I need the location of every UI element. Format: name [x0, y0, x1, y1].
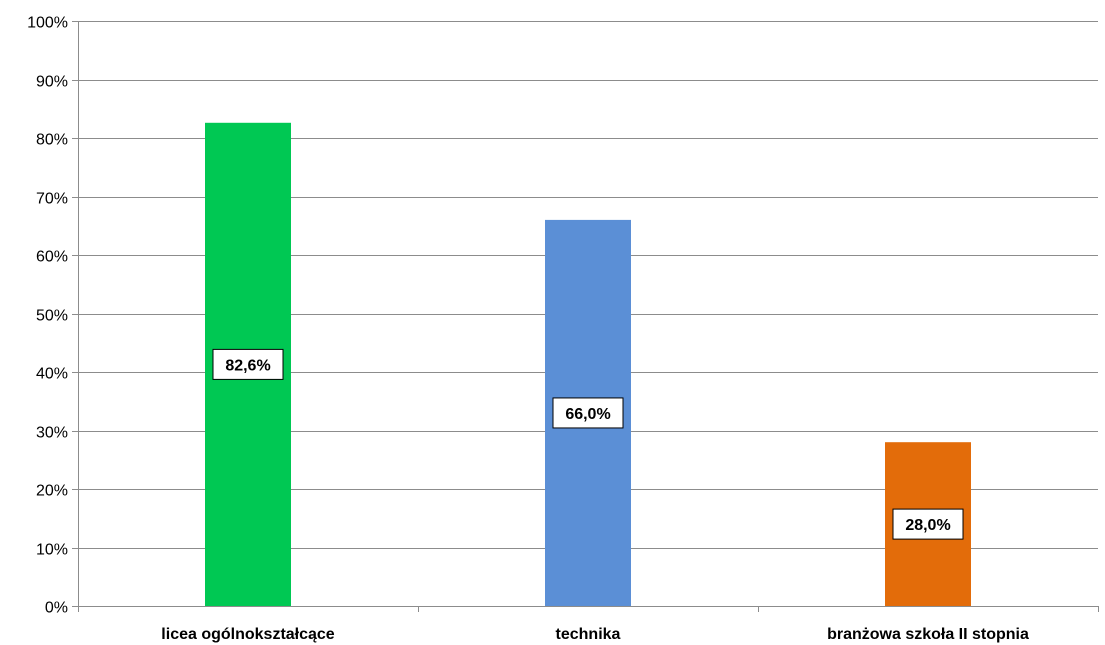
- axes: [72, 21, 1099, 612]
- data-label: 82,6%: [225, 357, 270, 374]
- y-tick-label: 40%: [36, 366, 68, 383]
- data-label: 66,0%: [565, 406, 610, 423]
- y-tick-label: 90%: [36, 74, 68, 91]
- x-category-label: licea ogólnokształcące: [161, 626, 335, 643]
- data-label-box: [552, 397, 624, 429]
- y-tick-label: 0%: [45, 600, 68, 617]
- y-tick-label: 70%: [36, 191, 68, 208]
- y-tick-label: 80%: [36, 132, 68, 149]
- y-tick-label: 100%: [27, 15, 68, 32]
- y-tick-label: 60%: [36, 249, 68, 266]
- data-label-box: [212, 348, 284, 380]
- tick-labels: 0% 10% 20% 30% 40% 50% 60% 70% 80% 90% 100% licea o…: [27, 15, 1029, 644]
- x-category-label: technika: [556, 626, 621, 643]
- y-tick-label: 10%: [36, 542, 68, 559]
- y-tick-label: 30%: [36, 425, 68, 442]
- data-labels: 82,6% 66,0% 28,0%: [212, 348, 964, 540]
- data-label: 28,0%: [905, 517, 950, 534]
- x-category-label: branżowa szkoła II stopnia: [827, 626, 1029, 643]
- data-label-box: [892, 508, 964, 540]
- y-tick-label: 50%: [36, 308, 68, 325]
- bars: [205, 122, 971, 606]
- y-tick-label: 20%: [36, 483, 68, 500]
